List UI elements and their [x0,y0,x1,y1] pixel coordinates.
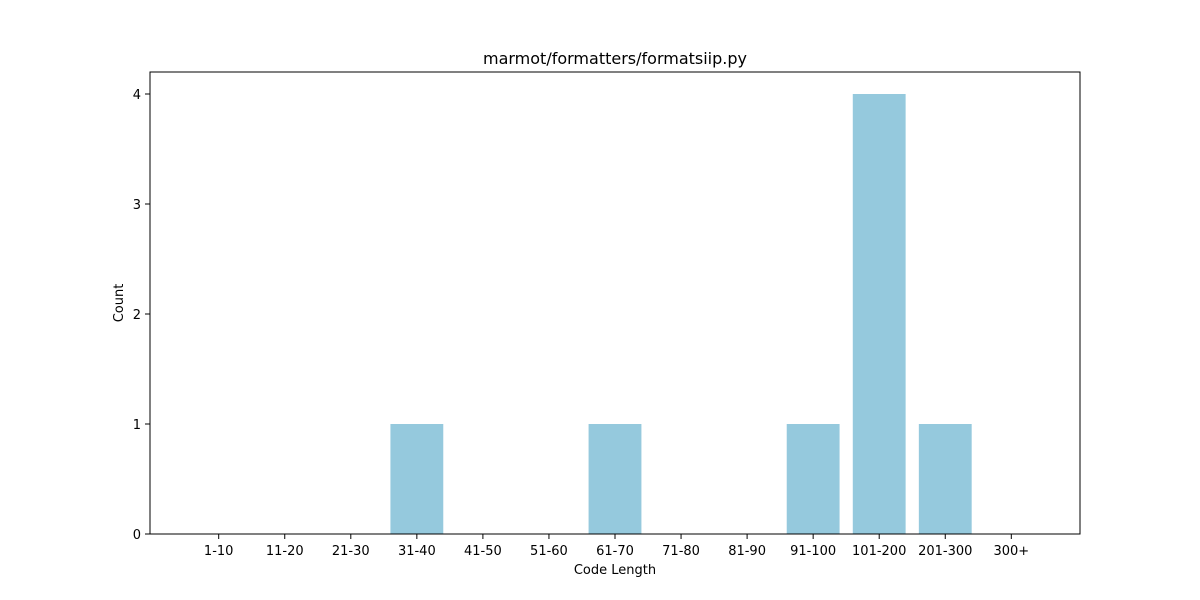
x-tick-label: 101-200 [852,544,906,559]
y-tick-label: 1 [133,418,141,433]
y-tick-label: 2 [133,308,141,323]
x-tick-label: 81-90 [728,544,766,559]
x-tick-label: 201-300 [918,544,972,559]
bar-201-300 [918,424,972,534]
y-axis-ticks: 0 1 2 3 4 [133,88,150,543]
x-tick-label: 300+ [993,544,1029,559]
x-tick-label: 21-30 [332,544,370,559]
y-tick-label: 0 [133,528,141,543]
chart-title: marmot/formatters/formatsiip.py [483,49,747,68]
x-tick-label: 11-20 [266,544,304,559]
x-tick-label: 61-70 [596,544,634,559]
x-axis-label: Code Length [574,563,656,578]
y-tick-label: 4 [133,88,141,103]
x-tick-label: 31-40 [398,544,436,559]
bar-31-40 [390,424,444,534]
y-tick-label: 3 [133,198,141,213]
x-tick-label: 41-50 [464,544,502,559]
bar-101-200 [852,94,906,534]
x-tick-label: 71-80 [662,544,700,559]
x-tick-label: 91-100 [790,544,836,559]
bar-61-70 [588,424,642,534]
x-axis-ticks: 1-10 11-20 21-30 31-40 41-50 51-60 61-70 71-80 8… [204,534,1029,559]
bars-group [390,94,972,534]
plot-frame [149,71,1081,535]
x-tick-label: 1-10 [204,544,234,559]
bar-91-100 [786,424,840,534]
x-tick-label: 51-60 [530,544,568,559]
y-axis-label: Count [112,284,127,323]
